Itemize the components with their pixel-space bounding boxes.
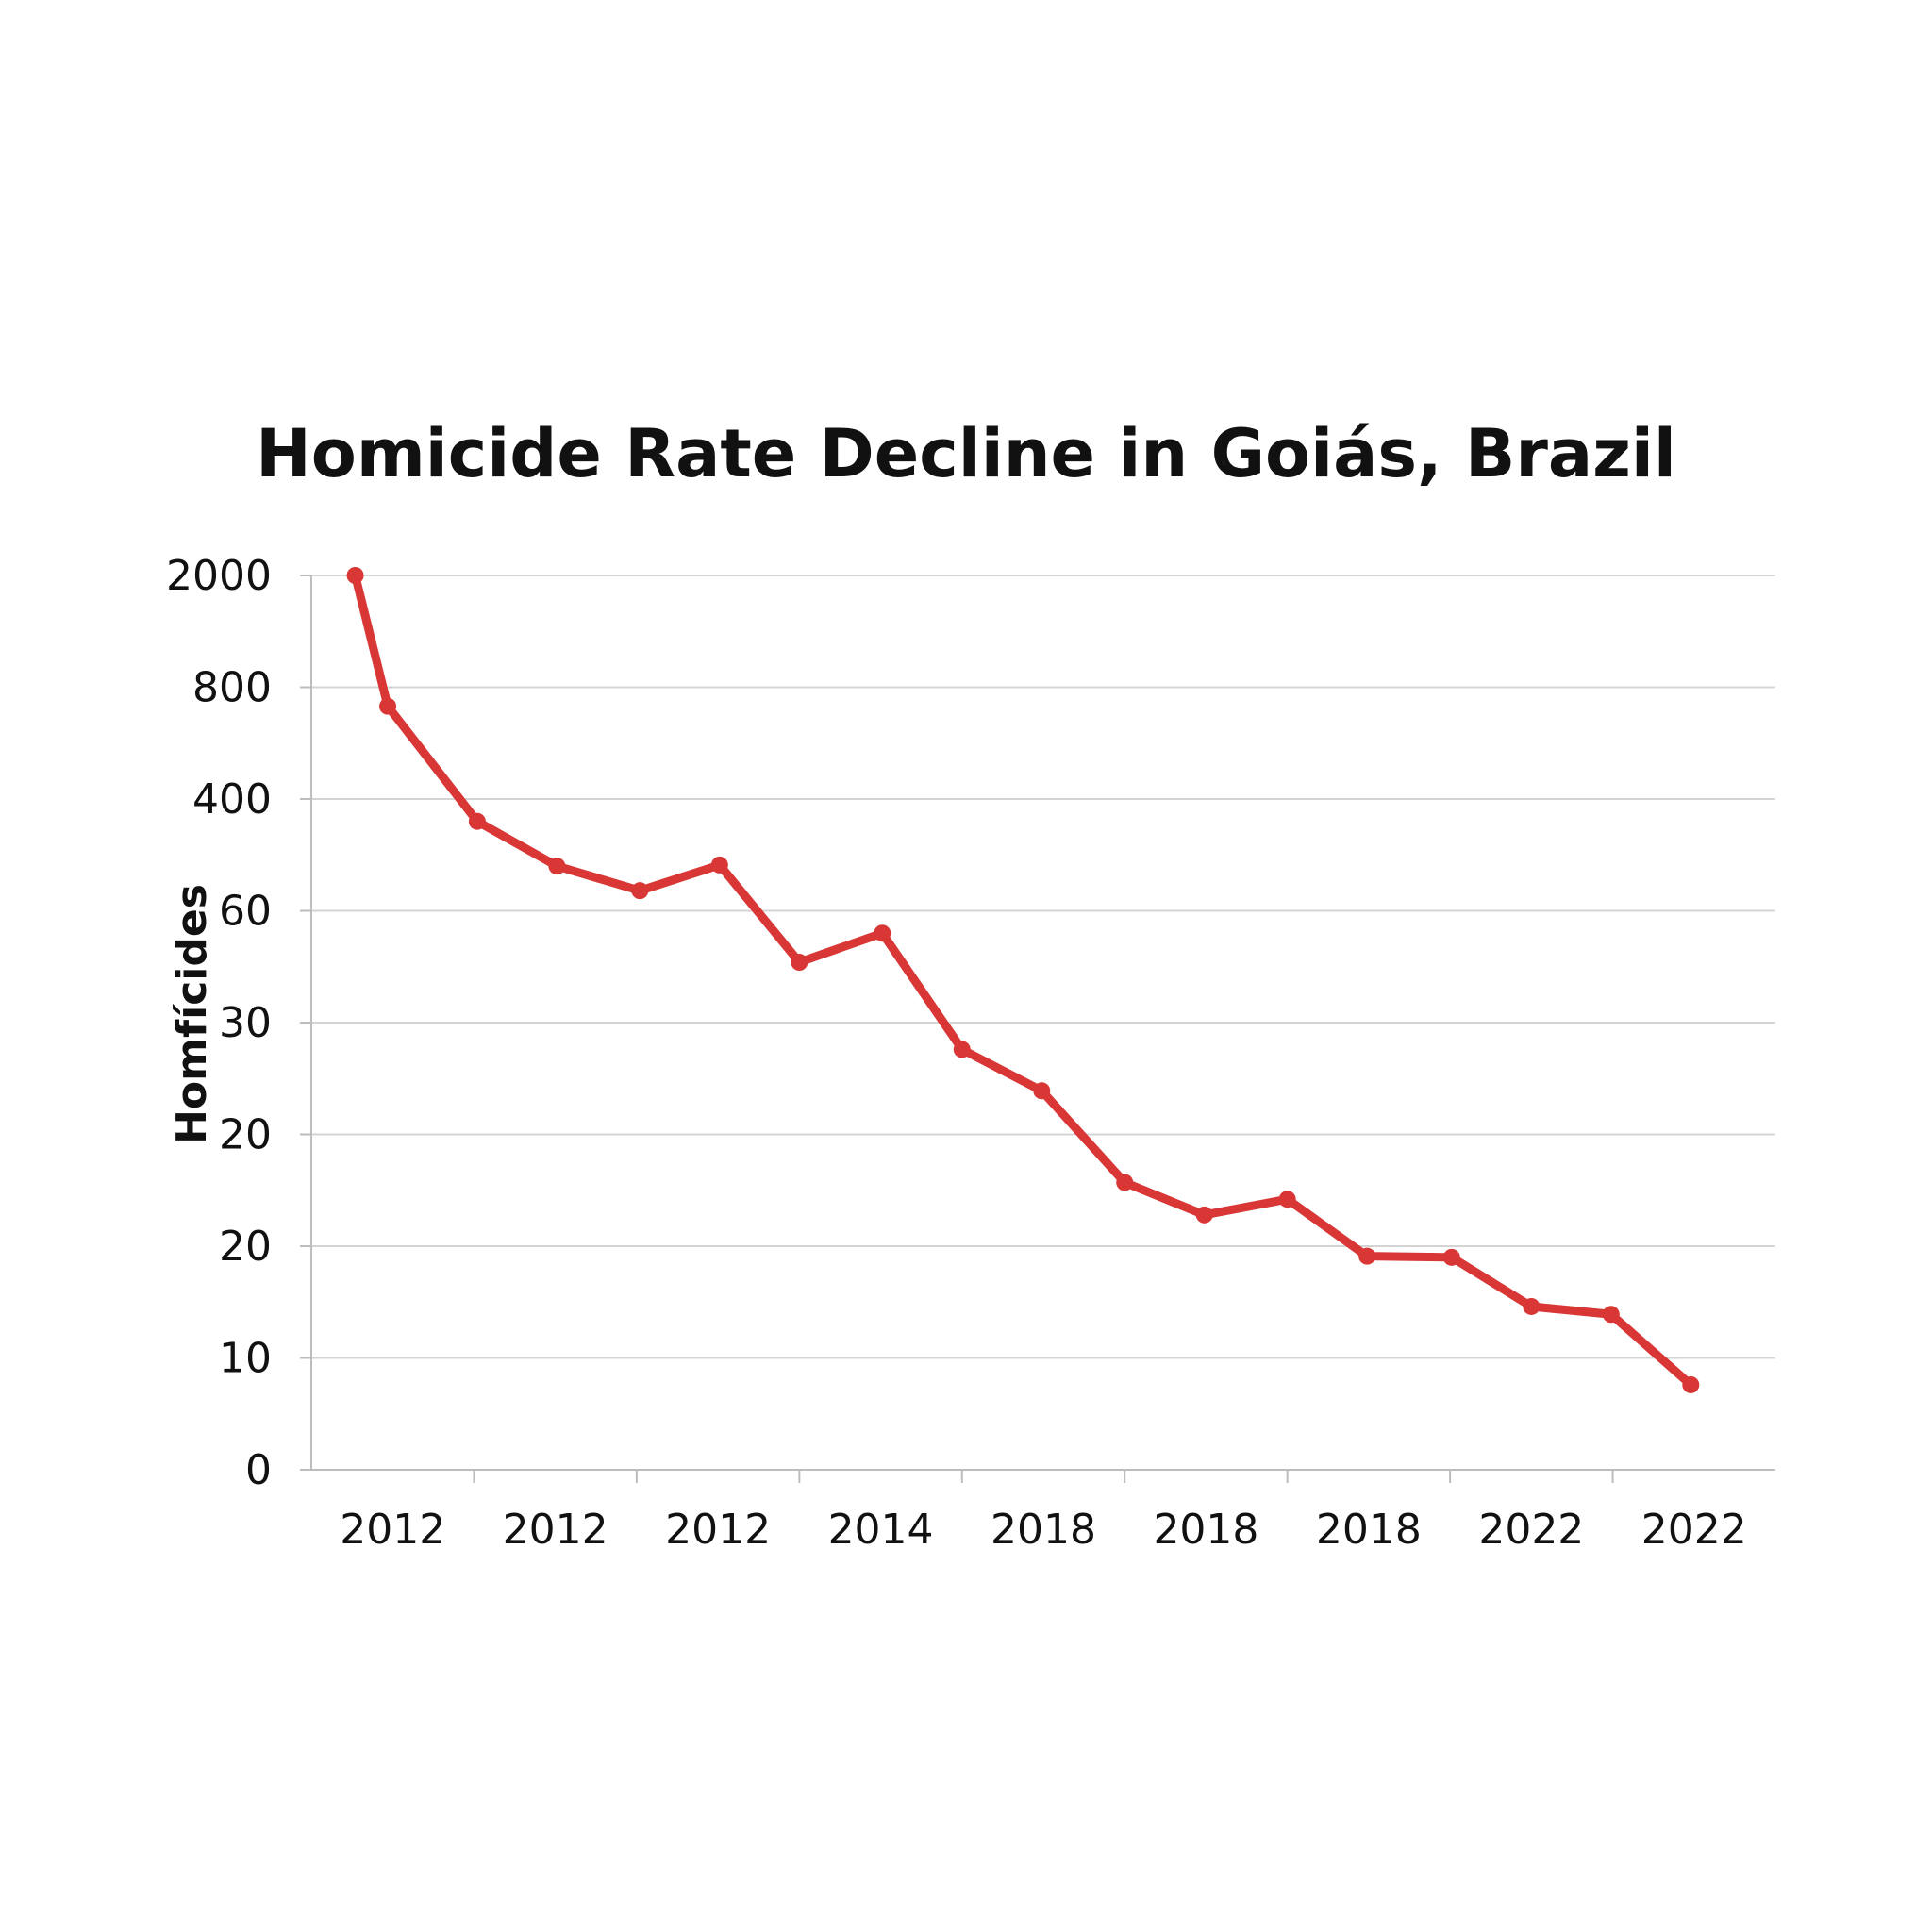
y-tick-label: 20 [219,1111,272,1159]
y-tick-label: 60 [219,888,272,936]
data-point [548,858,566,875]
x-tick-label: 2018 [1316,1506,1422,1554]
data-point [468,812,486,830]
y-tick-label: 0 [245,1446,272,1494]
data-point [791,954,808,972]
data-point [874,924,891,942]
data-point [1358,1247,1376,1265]
x-tick-label: 2022 [1641,1506,1747,1554]
data-point [1682,1375,1700,1393]
y-tick-label: 400 [192,775,272,824]
axes [300,575,1775,1483]
x-tick-label: 2012 [503,1506,608,1554]
x-tick-label: 2022 [1478,1506,1584,1554]
y-axis-label: Homfícides [168,884,216,1144]
data-points [346,567,1700,1393]
series [351,571,1695,1390]
data-point [379,697,397,715]
gridlines [311,575,1775,1359]
data-point [346,567,364,584]
x-tick-label: 2014 [828,1506,934,1554]
x-tick-label: 2018 [1153,1506,1258,1554]
data-point [953,1041,971,1058]
data-point [1442,1248,1460,1266]
x-tick-label: 2018 [991,1506,1096,1554]
y-tick-label: 30 [219,999,272,1047]
y-tick-labels: 2000 800 400 60 30 20 20 10 0 [166,552,272,1494]
data-point [1195,1206,1213,1224]
y-tick-label: 10 [219,1335,272,1383]
data-point [1116,1174,1134,1191]
data-point [1033,1082,1051,1100]
x-tick-label: 2012 [340,1506,445,1554]
y-tick-label: 2000 [166,552,272,600]
x-tick-labels: 2012 2012 2012 2014 2018 2018 2018 2022 2022 [340,1506,1747,1554]
series-line [351,571,1695,1390]
data-point [1602,1306,1620,1324]
x-tick-label: 2012 [665,1506,771,1554]
y-tick-label: 20 [219,1223,272,1271]
chart-title: Homicide Rate Decline in Goiás, Brazil [256,415,1676,492]
data-point [631,882,649,900]
data-point [1278,1191,1296,1208]
data-point [1523,1297,1541,1315]
y-tick-label: 800 [192,664,272,712]
data-point [710,856,728,874]
